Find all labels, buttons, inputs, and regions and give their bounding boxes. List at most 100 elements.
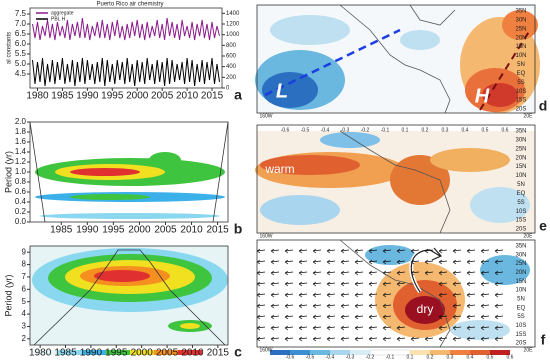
lat-label: 25N — [515, 146, 526, 152]
wind-arrow — [256, 325, 266, 331]
wind-arrow — [298, 281, 308, 287]
legend-label: aggregate — [51, 10, 74, 16]
wind-arrow — [270, 336, 280, 342]
colorbar-tick-label: -0.5 — [301, 127, 310, 133]
wind-arrow — [382, 303, 392, 309]
map-f — [257, 239, 535, 356]
wind-arrow — [326, 281, 336, 287]
wind-arrow — [326, 292, 336, 298]
lat-label: 5S — [517, 80, 524, 86]
wind-arrow — [284, 303, 294, 309]
colorbar-tick-label: -0.4 — [326, 354, 335, 360]
wind-arrow — [452, 336, 462, 342]
wind-arrow — [326, 248, 336, 254]
lat-label: 35N — [515, 9, 526, 15]
lat-label: 20S — [516, 227, 527, 233]
wind-arrow — [438, 281, 448, 287]
wind-arrow — [354, 292, 364, 298]
wind-arrow — [312, 336, 322, 342]
wind-arrow — [298, 259, 308, 265]
colorbar-tick-label: 0.3 — [442, 127, 449, 133]
plot-frame — [29, 245, 229, 346]
wind-arrow — [284, 292, 294, 298]
y-tick-label: 5.0 — [15, 59, 27, 68]
wind-arrow — [368, 336, 378, 342]
map-d — [255, 4, 540, 114]
wind-arrow — [466, 325, 476, 331]
wind-arrow — [424, 270, 434, 276]
colorbar-tick-label: 0.1 — [402, 127, 409, 133]
panel-letter: e — [539, 218, 547, 234]
map-annotation: dry — [417, 302, 434, 316]
wind-arrow — [396, 281, 406, 287]
wind-arrow — [368, 270, 378, 276]
colorbar-tick-label: 0.4 — [467, 354, 474, 360]
map-frame — [256, 4, 536, 114]
panel-letter: b — [234, 221, 243, 237]
y-tick-label: 9 — [22, 247, 27, 256]
wind-arrow — [452, 259, 462, 265]
colorbar-tick-label: -0.1 — [381, 127, 390, 133]
colorbar-tick-label: -0.3 — [341, 127, 350, 133]
lat-label: 15S — [516, 332, 527, 338]
wind-arrow — [284, 248, 294, 254]
lat-label: 30N — [515, 137, 526, 143]
wind-arrow — [312, 281, 322, 287]
x-tick-label: 1980 — [26, 91, 49, 102]
panel-letter: a — [234, 87, 242, 103]
colorbar-tick-label: -0.6 — [286, 354, 295, 360]
panel-letter: c — [234, 344, 242, 360]
map-frame — [256, 239, 536, 348]
x-tick-label: 2015 — [201, 91, 224, 102]
wind-arrow — [438, 270, 448, 276]
y2-tick-label: 1400 — [226, 11, 240, 17]
lat-label: EQ — [517, 191, 526, 197]
wind-arrow — [354, 336, 364, 342]
wind-arrow — [410, 270, 420, 276]
wind-arrow — [326, 303, 336, 309]
y-tick-label: 1.2 — [15, 157, 27, 166]
wind-arrow — [466, 259, 476, 265]
lat-label: 10S — [516, 209, 527, 215]
wind-arrow — [410, 259, 420, 265]
wind-arrow — [354, 325, 364, 331]
wind-arrow — [354, 303, 364, 309]
wind-arrow — [354, 281, 364, 287]
wind-arrow — [452, 292, 462, 298]
colorbar-tick-label: -0.2 — [366, 354, 375, 360]
y-tick-label: 7.5 — [15, 9, 27, 18]
wind-arrow — [326, 325, 336, 331]
y-tick-label: 0.0 — [15, 217, 27, 226]
wind-arrow — [438, 325, 448, 331]
wind-arrow — [354, 248, 364, 254]
wind-arrow — [410, 336, 420, 342]
y-axis-label: aI constants — [7, 32, 13, 64]
wind-arrow — [466, 248, 476, 254]
wind-arrow — [466, 270, 476, 276]
wind-arrow — [256, 281, 266, 287]
colorbar-tick-label: 0.5 — [482, 127, 489, 133]
map-annotation: H — [475, 85, 490, 107]
wind-arrow — [326, 336, 336, 342]
wind-arrow — [438, 259, 448, 265]
wind-arrow — [494, 292, 504, 298]
x-tick-label: 1985 — [54, 348, 77, 359]
wind-arrow — [438, 314, 448, 320]
wind-arrow — [284, 336, 294, 342]
wind-arrow — [396, 259, 406, 265]
lat-label: 10S — [516, 89, 527, 95]
wind-arrow — [396, 325, 406, 331]
lat-label: 15N — [515, 279, 526, 285]
wind-arrow — [480, 325, 490, 331]
y-tick-label: 0.4 — [15, 197, 27, 206]
wind-arrow — [424, 336, 434, 342]
wind-arrow — [382, 270, 392, 276]
wind-arrow — [382, 248, 392, 254]
wind-arrow — [382, 259, 392, 265]
lat-label: 5S — [517, 314, 524, 320]
wind-arrow — [494, 325, 504, 331]
lat-label: 15N — [515, 44, 526, 50]
wind-arrow — [480, 303, 490, 309]
wind-arrow — [312, 314, 322, 320]
